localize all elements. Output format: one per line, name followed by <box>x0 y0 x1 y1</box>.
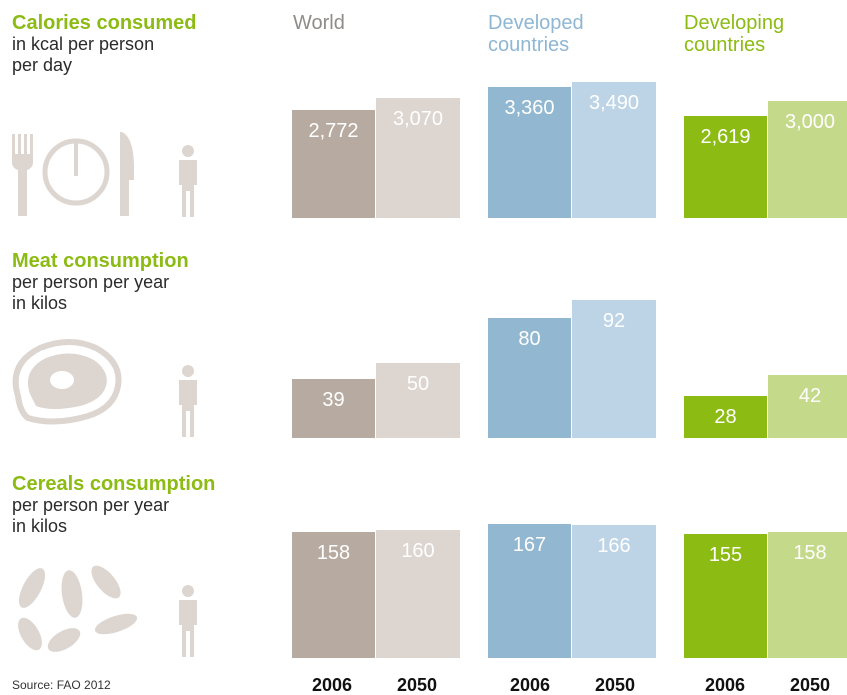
bar-cereals-developing-2050: 158 <box>768 532 847 658</box>
bar-value-label: 92 <box>602 310 626 332</box>
year-label: 2050 <box>594 675 636 695</box>
fork-plate-knife-icon <box>12 132 134 216</box>
bar-cereals-developing-2006: 155 <box>684 534 768 658</box>
group-header-line: countries <box>488 34 570 56</box>
bar-value-label: 39 <box>322 389 345 411</box>
bar-calories-world-2050: 3,070 <box>376 98 460 218</box>
bar-value-label: 2,619 <box>700 126 751 148</box>
bar-meat-world-2006: 39 <box>292 379 376 438</box>
row-subtitle: per person per year <box>12 495 170 515</box>
bar-cereals-developed-2006: 167 <box>488 524 572 658</box>
year-label: 2006 <box>509 675 551 695</box>
row-subtitle: in kilos <box>12 516 68 536</box>
bar-cereals-developed-2050: 166 <box>572 525 656 658</box>
group-header-line: World <box>293 12 345 34</box>
row-title: Cereals consumption <box>12 473 216 495</box>
row-title: Meat consumption <box>12 250 189 272</box>
grains-icon <box>18 565 138 652</box>
bar-value-label: 3,360 <box>504 97 555 119</box>
bar-calories-developing-2050: 3,000 <box>768 101 847 218</box>
source-note: Source: FAO 2012 <box>12 678 111 692</box>
bar-value-label: 158 <box>316 542 351 564</box>
bar-value-label: 155 <box>708 544 743 566</box>
person-icon <box>179 585 197 657</box>
bar-cereals-world-2006: 158 <box>292 532 376 658</box>
bar-meat-developed-2050: 92 <box>572 300 656 438</box>
group-header-world: World <box>293 12 345 34</box>
bar-value-label: 167 <box>512 534 547 556</box>
bar-meat-developing-2050: 42 <box>768 375 847 438</box>
bar-value-label: 50 <box>406 373 430 395</box>
group-header-developing: Developing countries <box>684 12 784 56</box>
bar-value-label: 3,490 <box>588 92 640 114</box>
person-icon <box>179 365 197 437</box>
group-header-developed: Developed countries <box>488 12 584 56</box>
year-label: 2050 <box>396 675 438 695</box>
row-label-meat: Meat consumption per person per year in … <box>12 250 189 314</box>
group-header-line: Developed <box>488 12 584 34</box>
bar-value-label: 166 <box>597 535 631 557</box>
bar-value-label: 80 <box>518 328 541 350</box>
row-subtitle: in kilos <box>12 293 68 313</box>
steak-icon <box>12 339 122 425</box>
bar-calories-developing-2006: 2,619 <box>684 116 768 218</box>
bar-value-label: 42 <box>798 385 822 407</box>
bar-value-label: 2,772 <box>308 120 359 142</box>
bar-value-label: 3,000 <box>784 111 836 133</box>
bar-meat-world-2050: 50 <box>376 363 460 438</box>
row-subtitle: in kcal per person <box>12 34 155 54</box>
bar-calories-developed-2006: 3,360 <box>488 87 572 218</box>
bar-meat-developing-2006: 28 <box>684 396 768 438</box>
bar-value-label: 160 <box>401 540 435 562</box>
bar-value-label: 28 <box>714 406 737 428</box>
person-icon <box>179 145 197 217</box>
bar-calories-developed-2050: 3,490 <box>572 82 656 218</box>
row-title: Calories consumed <box>12 12 197 34</box>
group-header-line: Developing <box>684 12 785 34</box>
year-label: 2050 <box>789 675 831 695</box>
group-header-line: countries <box>684 34 766 56</box>
row-label-cereals: Cereals consumption per person per year … <box>12 473 215 537</box>
year-label: 2006 <box>704 675 746 695</box>
bar-value-label: 158 <box>793 542 827 564</box>
bar-calories-world-2006: 2,772 <box>292 110 376 218</box>
row-subtitle: per person per year <box>12 272 170 292</box>
year-label: 2006 <box>311 675 353 695</box>
bar-value-label: 3,070 <box>392 108 444 130</box>
bar-meat-developed-2006: 80 <box>488 318 572 438</box>
bar-cereals-world-2050: 160 <box>376 530 460 658</box>
row-label-calories: Calories consumed in kcal per person per… <box>12 12 197 76</box>
row-subtitle: per day <box>12 55 73 75</box>
